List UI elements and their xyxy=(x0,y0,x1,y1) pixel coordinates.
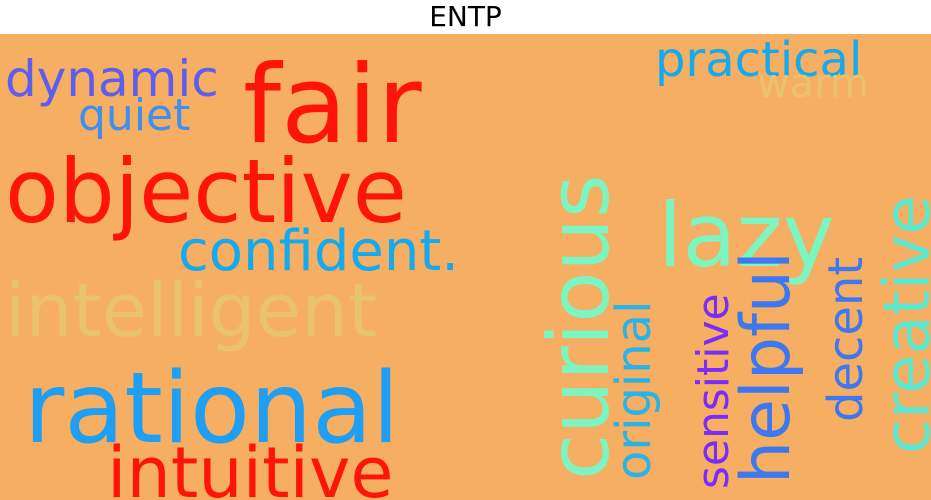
word-quiet: quiet xyxy=(78,90,191,141)
word-warm: warm xyxy=(757,61,869,107)
word-decent: decent xyxy=(818,256,874,422)
word-intuitive: intuitive xyxy=(107,432,394,500)
word-confident: confident. xyxy=(178,219,460,284)
word-original: original xyxy=(606,300,662,480)
word-objective: objective xyxy=(5,140,407,243)
word-fair: fair xyxy=(243,43,422,168)
word-cloud: fair objective rational intelligent curi… xyxy=(0,34,931,500)
word-intelligent: intelligent xyxy=(5,268,378,354)
word-rational: rational xyxy=(24,352,400,466)
word-creative: creative xyxy=(871,195,931,454)
word-lazy: lazy xyxy=(658,184,835,287)
word-helpful: helpful xyxy=(727,251,806,484)
word-practical: practical xyxy=(655,34,863,88)
word-sensitive: sensitive xyxy=(688,293,739,489)
word-dynamic: dynamic xyxy=(5,50,219,108)
chart-title: ENTP xyxy=(429,0,502,33)
